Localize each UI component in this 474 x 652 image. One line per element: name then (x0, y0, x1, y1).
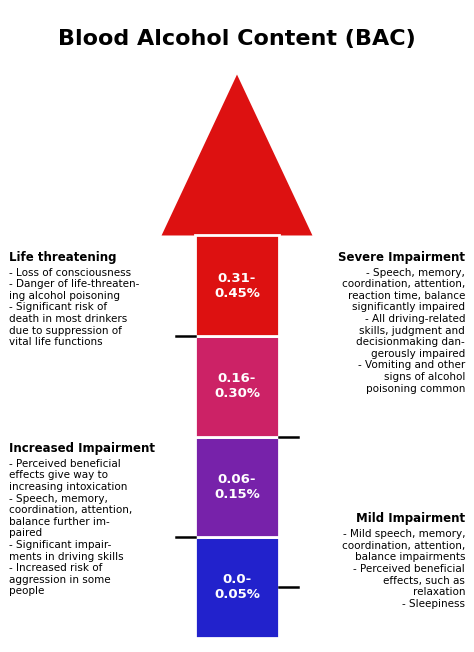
Text: - Loss of consciousness
- Danger of life-threaten-
ing alcohol poisoning
- Signi: - Loss of consciousness - Danger of life… (9, 268, 139, 348)
Text: - Perceived beneficial
effects give way to
increasing intoxication
- Speech, mem: - Perceived beneficial effects give way … (9, 459, 132, 597)
Text: Increased Impairment: Increased Impairment (9, 441, 155, 454)
Text: 0.06-
0.15%: 0.06- 0.15% (214, 473, 260, 501)
Text: - Mild speech, memory,
coordination, attention,
balance impairments
- Perceived : - Mild speech, memory, coordination, att… (342, 529, 465, 609)
Text: 0.16-
0.30%: 0.16- 0.30% (214, 372, 260, 400)
Bar (195, 336, 279, 437)
Text: Blood Alcohol Content (BAC): Blood Alcohol Content (BAC) (58, 29, 416, 50)
Bar (195, 437, 279, 537)
Bar (195, 235, 279, 336)
Text: Severe Impairment: Severe Impairment (338, 250, 465, 263)
Text: Life threatening: Life threatening (9, 250, 116, 263)
Text: - Speech, memory,
coordination, attention,
reaction time, balance
significantly : - Speech, memory, coordination, attentio… (342, 268, 465, 394)
Text: Mild Impairment: Mild Impairment (356, 512, 465, 525)
Polygon shape (162, 74, 312, 336)
Bar (195, 537, 279, 638)
Text: 0.31-
0.45%: 0.31- 0.45% (214, 272, 260, 300)
Text: 0.0-
0.05%: 0.0- 0.05% (214, 574, 260, 602)
